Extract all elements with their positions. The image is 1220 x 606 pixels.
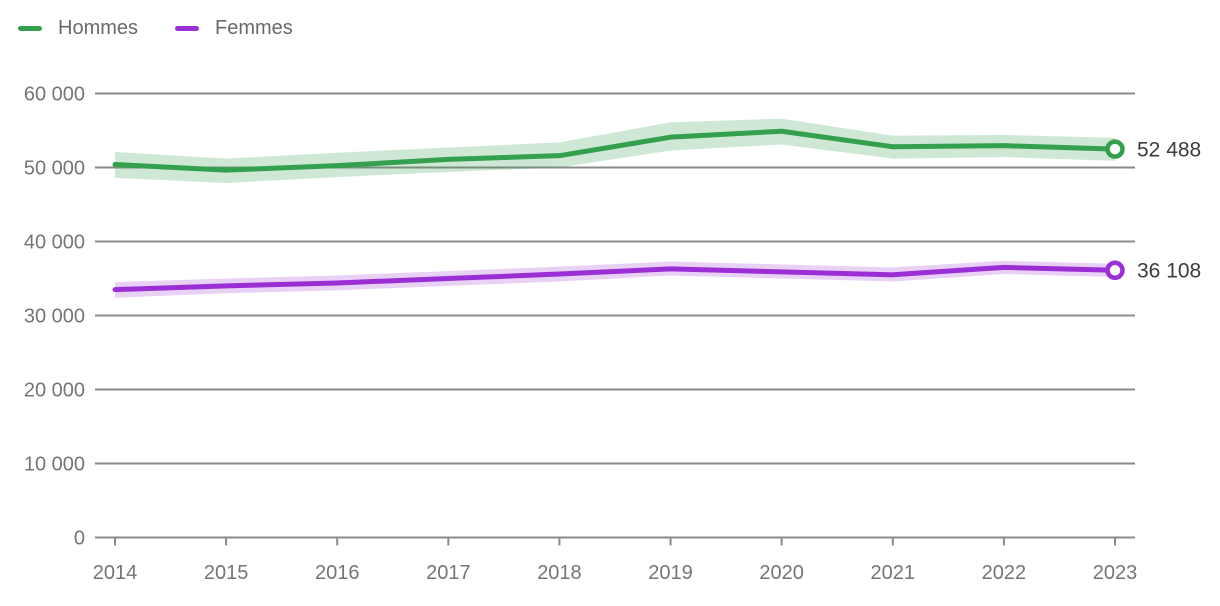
x-axis-label: 2022 (982, 562, 1027, 584)
x-axis-label: 2016 (315, 562, 360, 584)
legend-label-hommes: Hommes (58, 17, 139, 39)
hommes-line (112, 128, 1118, 173)
x-axis-label: 2014 (93, 562, 138, 584)
y-axis-label: 10 000 (24, 454, 85, 476)
x-axis-label: 2017 (426, 562, 471, 584)
femmes-end-marker-icon (1105, 260, 1125, 281)
hommes-line-swatch-icon (18, 25, 42, 31)
femmes-confidence-band (115, 260, 1115, 298)
legend-label-femmes: Femmes (215, 17, 293, 39)
y-axis-label: 40 000 (24, 232, 85, 254)
y-axis-label: 30 000 (24, 306, 85, 328)
y-axis-label: 20 000 (24, 380, 85, 402)
x-axis-label: 2018 (537, 562, 582, 584)
x-axis-label: 2015 (204, 562, 249, 584)
y-axis-label: 50 000 (24, 158, 85, 180)
hommes-end-value-label: 52 488 (1137, 138, 1201, 161)
x-axis-label: 2023 (1093, 562, 1138, 584)
legend: Hommes Femmes (18, 17, 293, 39)
x-axis-label: 2019 (648, 562, 693, 584)
legend-item-hommes[interactable]: Hommes (18, 17, 138, 39)
legend-item-femmes[interactable]: Femmes (175, 17, 293, 39)
femmes-line (112, 264, 1118, 293)
y-axis-label: 60 000 (24, 84, 85, 106)
x-axis-label: 2020 (759, 562, 804, 584)
hommes-confidence-band (115, 118, 1115, 184)
femmes-end-value-label: 36 108 (1137, 260, 1201, 283)
x-axis-label: 2021 (871, 562, 916, 584)
y-axis-label: 0 (74, 528, 85, 550)
femmes-line-swatch-icon (175, 25, 200, 31)
hommes-end-marker-icon (1105, 139, 1125, 159)
